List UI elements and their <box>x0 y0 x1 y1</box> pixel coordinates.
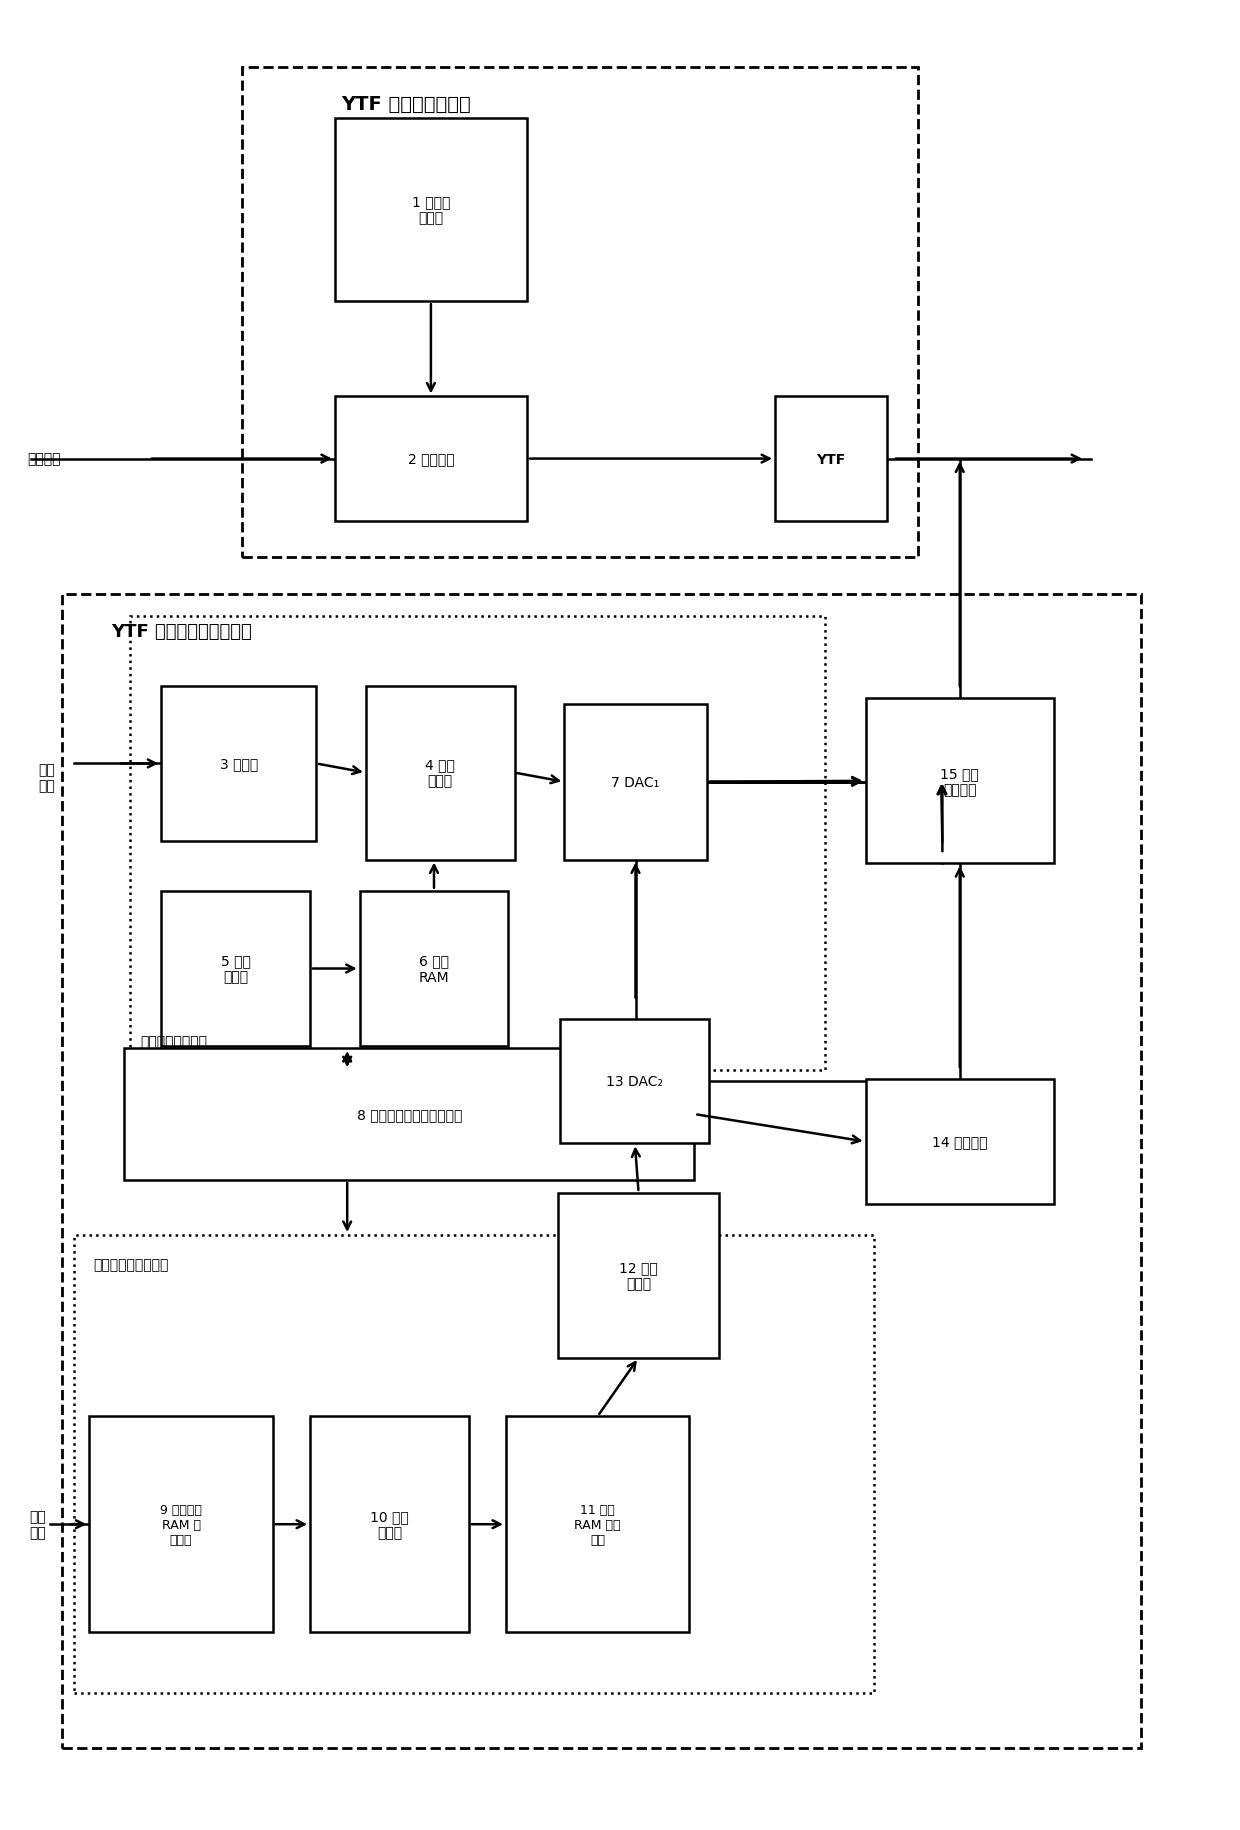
Text: 4 数据
累加器: 4 数据 累加器 <box>425 758 455 789</box>
Text: 9 线性拟合
RAM 及
计数器: 9 线性拟合 RAM 及 计数器 <box>160 1502 202 1546</box>
Bar <box>130 617 825 1071</box>
Bar <box>89 1416 273 1632</box>
Text: 13 DAC₂: 13 DAC₂ <box>606 1074 663 1089</box>
Text: 3 计数器: 3 计数器 <box>219 758 258 770</box>
Text: 6 数据
RAM: 6 数据 RAM <box>419 953 449 985</box>
Bar <box>560 1019 709 1144</box>
Bar <box>124 1049 694 1180</box>
Bar <box>335 397 527 522</box>
Bar <box>161 891 310 1047</box>
Text: 14 消磁电路: 14 消磁电路 <box>932 1135 987 1149</box>
Bar <box>866 699 1054 864</box>
Bar <box>558 1193 719 1358</box>
Bar <box>74 1235 874 1693</box>
Text: 8 同步时钟及控制逻辑单元: 8 同步时钟及控制逻辑单元 <box>357 1107 461 1122</box>
Text: 输入信号: 输入信号 <box>27 452 61 467</box>
Bar <box>564 705 707 860</box>
Bar <box>775 397 887 522</box>
Text: 15 压流
变换电路: 15 压流 变换电路 <box>940 767 980 796</box>
Text: 扫描非线性补偿单元: 扫描非线性补偿单元 <box>93 1257 169 1272</box>
Text: 点频预置逻辑单元: 点频预置逻辑单元 <box>140 1034 207 1049</box>
Bar <box>161 686 316 842</box>
Text: 预置
输入: 预置 输入 <box>38 763 56 792</box>
Text: 11 斜率
RAM 及计
数器: 11 斜率 RAM 及计 数器 <box>574 1502 621 1546</box>
Bar <box>242 68 918 558</box>
Bar <box>506 1416 689 1632</box>
Text: 12 输出
累加器: 12 输出 累加器 <box>619 1261 658 1290</box>
Text: 5 地址
累加器: 5 地址 累加器 <box>221 953 250 985</box>
Text: 1 梳状波
发生器: 1 梳状波 发生器 <box>412 196 450 225</box>
Bar <box>335 119 527 302</box>
Bar <box>62 595 1141 1748</box>
Bar <box>360 891 508 1047</box>
Bar <box>366 686 515 860</box>
Text: YTF 实时校准源部分: YTF 实时校准源部分 <box>341 95 471 113</box>
Text: 补偿
输入: 补偿 输入 <box>29 1510 46 1539</box>
Text: YTF 调谐驱动及补偿部分: YTF 调谐驱动及补偿部分 <box>112 622 253 640</box>
Bar <box>310 1416 469 1632</box>
Text: 10 地址
累加器: 10 地址 累加器 <box>370 1510 409 1539</box>
Text: YTF: YTF <box>816 452 846 467</box>
Text: 2 切换开关: 2 切换开关 <box>408 452 454 467</box>
Text: 7 DAC₁: 7 DAC₁ <box>611 776 660 789</box>
Bar <box>866 1080 1054 1204</box>
